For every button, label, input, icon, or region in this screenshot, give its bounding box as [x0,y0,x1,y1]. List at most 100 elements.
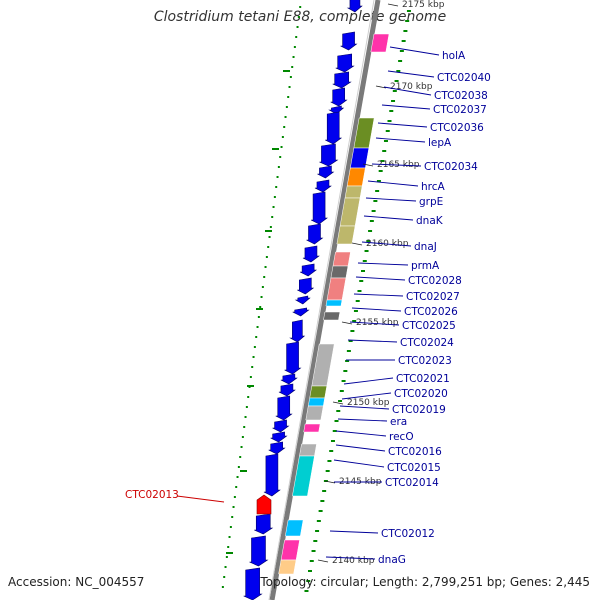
gene-label[interactable]: CTC02021 [396,373,450,385]
gene-label[interactable]: CTC02019 [392,404,446,416]
gene-label[interactable]: recO [389,431,414,443]
gene-arrow[interactable] [249,535,269,567]
feature-block[interactable] [370,33,390,53]
gc-dot [229,526,232,528]
gene-label[interactable]: CTC02034 [424,161,478,173]
gene-arrow[interactable] [314,179,332,193]
feature-block[interactable] [278,559,297,575]
gene-label[interactable]: CTC02016 [388,446,442,458]
feature-block[interactable] [336,225,356,245]
feature-block[interactable] [325,299,343,307]
feature-block[interactable] [280,539,300,561]
gene-label[interactable]: CTC02024 [400,337,454,349]
gene-label[interactable]: CTC02036 [430,122,484,134]
feature-block[interactable] [305,405,324,421]
gene-label[interactable]: CTC02014 [385,477,439,489]
gene-label-layer[interactable]: holA CTC02040 CTC02038 CTC02037 CTC02036 lepA… [325,46,491,566]
feature-block[interactable] [344,185,363,199]
gene-arrow[interactable] [243,567,263,600]
gene-arrow[interactable] [297,277,315,295]
feature-block[interactable] [299,443,317,457]
gene-label[interactable]: dnaK [416,215,444,227]
gc-dot [320,500,325,502]
feature-block[interactable] [303,423,321,433]
feature-block[interactable] [332,251,351,267]
gc-dot [382,150,387,152]
forward-gene-track[interactable] [243,0,363,600]
gene-label[interactable]: CTC02020 [394,388,448,400]
feature-block[interactable] [323,311,341,321]
gene-arrow[interactable] [335,53,355,73]
gene-label[interactable]: grpE [419,196,443,208]
gene-arrow[interactable] [280,373,298,385]
gene-label[interactable]: CTC02025 [402,320,456,332]
gene-label[interactable]: holA [442,50,466,62]
gc-dot [244,416,247,418]
gene-label[interactable]: CTC02023 [398,355,452,367]
label-leader-line [337,418,388,422]
highlighted-gene-arrow[interactable] [256,494,272,515]
feature-block[interactable] [330,265,349,279]
gene-label[interactable]: era [390,416,407,428]
feature-block[interactable] [285,519,304,537]
gc-dot [285,106,288,108]
gc-dot [233,496,236,498]
gene-arrow[interactable] [317,165,335,179]
gene-arrow[interactable] [289,319,306,343]
feature-block[interactable] [346,167,366,187]
gene-label[interactable]: CTC02028 [408,275,462,287]
gc-dot [394,80,399,82]
gene-arrow[interactable] [268,441,286,455]
gene-label[interactable]: CTC02027 [406,291,460,303]
gene-label[interactable]: lepA [428,137,452,149]
feature-block[interactable] [309,385,328,399]
gc-dot [345,360,350,362]
gc-dot [297,16,300,18]
gene-arrow[interactable] [294,295,311,305]
gene-label[interactable]: hrcA [421,181,446,193]
kbp-tick-mark [362,163,374,167]
gene-arrow[interactable] [270,431,288,443]
feature-block-track[interactable] [278,33,390,575]
gene-arrow[interactable] [319,143,339,167]
gene-arrow[interactable] [275,395,293,421]
feature-block[interactable] [307,397,325,407]
gc-dot [227,546,230,548]
gc-dash [240,470,247,472]
gene-arrow[interactable] [278,383,296,397]
gene-arrow[interactable] [310,191,328,225]
feature-block[interactable] [292,455,315,497]
gc-dot [267,246,270,248]
gc-dot [295,36,298,38]
gene-label[interactable]: CTC02040 [437,72,491,84]
gene-arrow[interactable] [263,453,281,497]
gene-arrow[interactable] [292,307,310,317]
highlighted-gene-group[interactable]: CTC02013 [125,489,272,515]
gene-arrow[interactable] [272,419,290,433]
gene-arrow[interactable] [302,245,320,263]
gene-label[interactable]: CTC02012 [381,528,435,540]
gene-label[interactable]: dnaG [378,554,406,566]
gene-arrow[interactable] [284,341,302,375]
gene-label[interactable]: CTC02026 [404,306,458,318]
gene-arrow[interactable] [254,513,274,535]
gene-arrow[interactable] [332,71,352,89]
gc-dot [375,190,380,192]
label-leader-line [367,180,419,187]
gene-arrow[interactable] [328,105,345,115]
gene-arrow[interactable] [340,31,358,51]
gene-arrow[interactable] [306,223,324,245]
gene-arrow[interactable] [325,111,343,145]
gene-arrow[interactable] [330,87,348,107]
gene-arrow[interactable] [346,0,363,13]
label-leader-line [365,197,417,202]
gene-label[interactable]: prmA [411,260,440,272]
gene-label[interactable]: CTC02037 [433,104,487,116]
gc-dot [235,486,238,488]
gene-label[interactable]: CTC02015 [387,462,441,474]
gene-label[interactable]: dnaJ [414,241,437,253]
gene-label[interactable]: CTC02038 [434,90,488,102]
highlighted-gene-label[interactable]: CTC02013 [125,489,179,501]
gene-arrow[interactable] [299,263,318,277]
